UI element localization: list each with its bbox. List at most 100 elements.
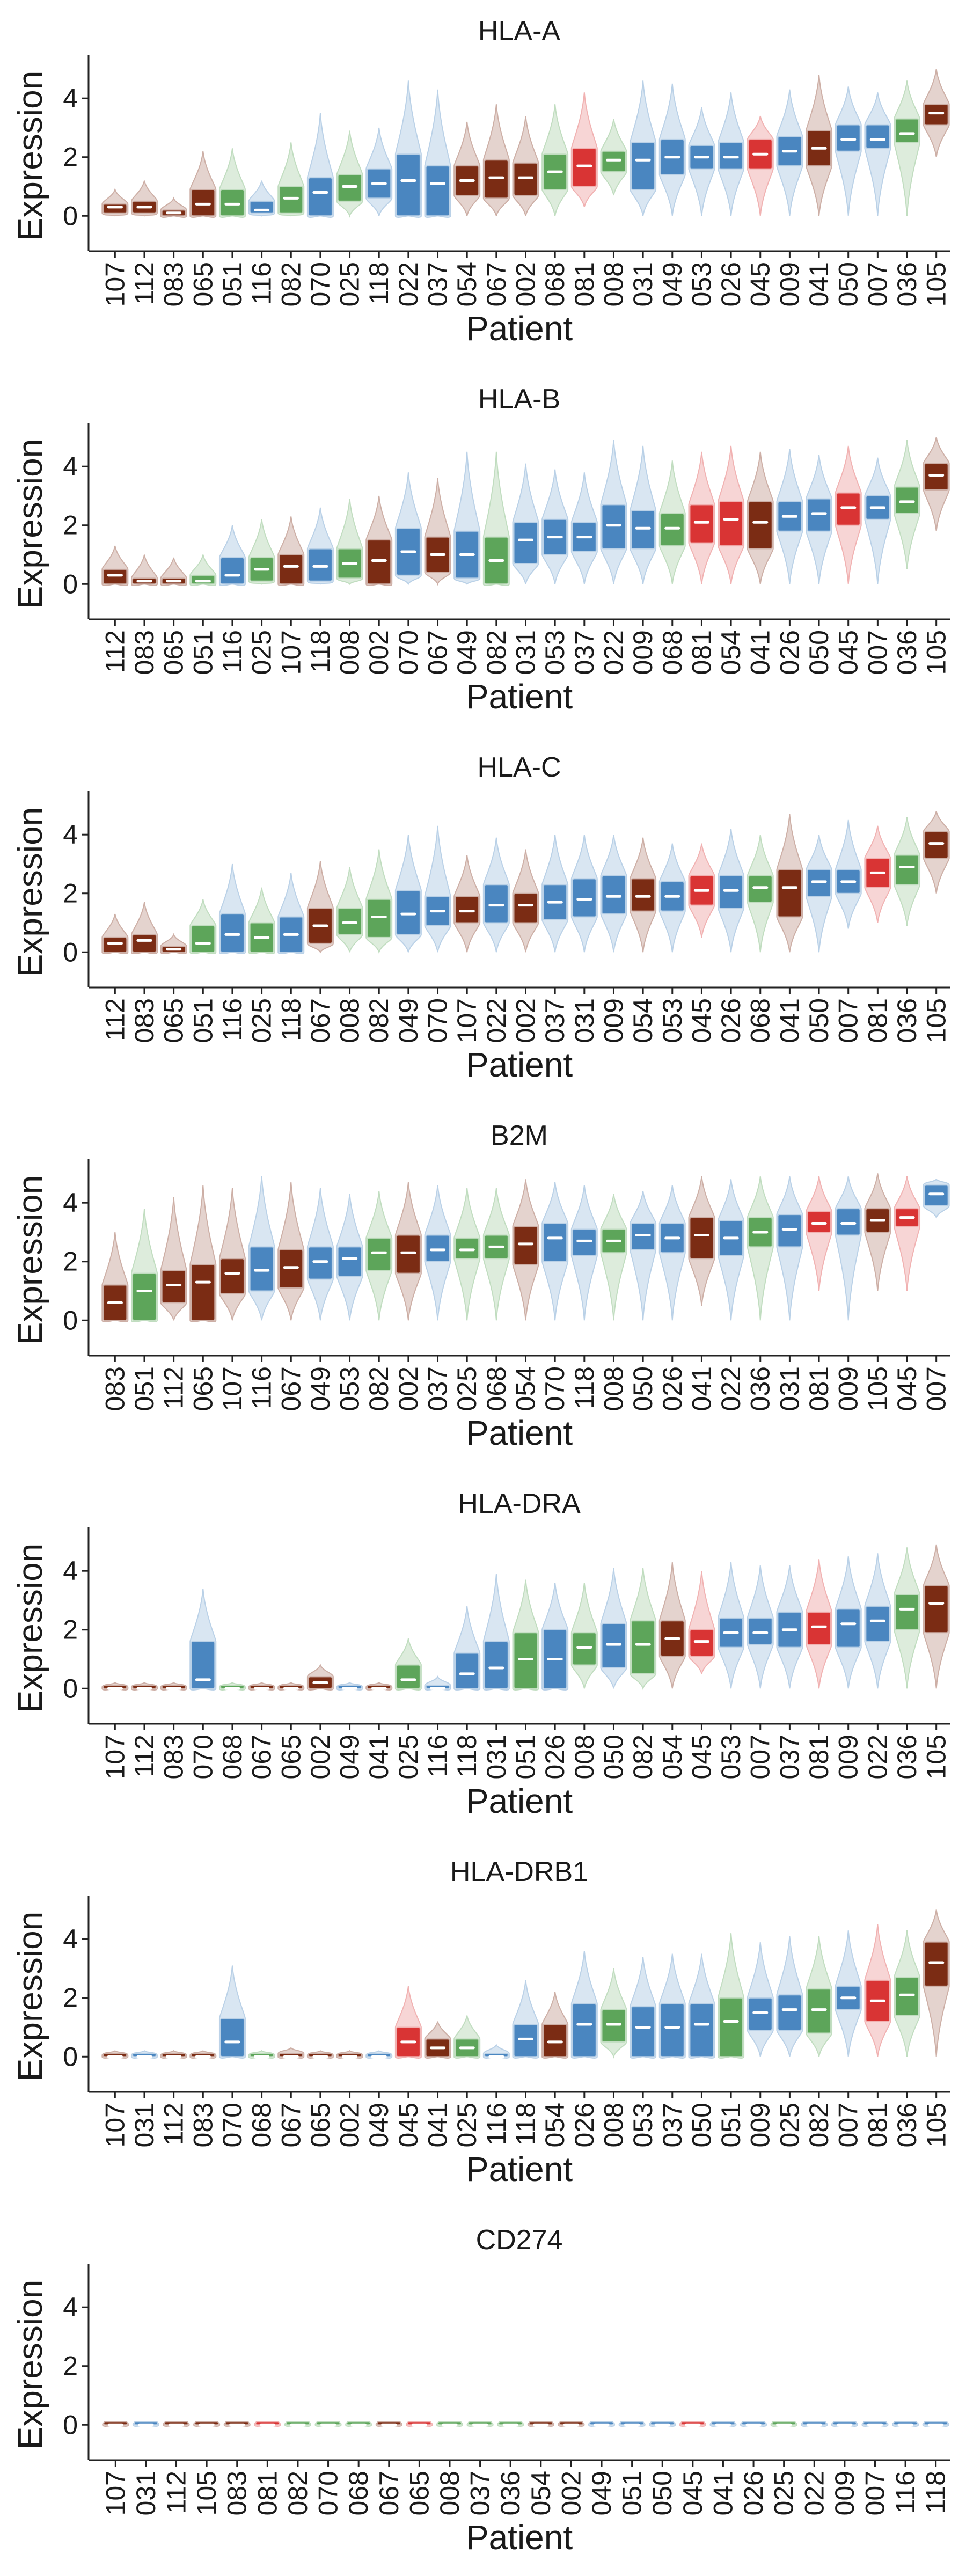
x-tick-label: 051 [617,2471,647,2515]
violin-045 [688,843,715,938]
violin-050 [806,835,833,953]
violin-105 [193,2421,221,2427]
violin-083 [130,902,158,954]
iqr-box [865,1605,890,1642]
x-tick-label: 054 [540,2103,570,2147]
violin-065 [277,1681,305,1690]
iqr-box [513,162,538,196]
violin-107 [277,516,305,586]
x-tick-label: 118 [921,2471,951,2514]
violin-054 [658,1562,686,1689]
iqr-box [777,1214,802,1248]
x-tick-label: 082 [481,630,511,675]
violin-083 [160,196,187,218]
violin-049 [658,83,686,216]
violin-083 [160,1681,187,1690]
x-tick-label: 068 [657,630,687,675]
violin-065 [160,933,187,954]
x-tick-label: 009 [628,630,658,675]
violin-054 [718,445,745,584]
x-tick-label: 065 [159,630,189,675]
x-tick-label: 116 [247,1366,277,1409]
panel-hla-drb1: HLA-DRB1 Expression 0 2 4 Patient 107031112083… [11,1856,952,2189]
violin-body [218,1188,246,1321]
x-tick-label: 065 [404,2471,434,2515]
violin-025 [453,1188,481,1321]
iqr-box [396,1664,421,1689]
x-tick-label: 082 [364,998,394,1043]
x-tick-label: 002 [364,630,394,675]
violin-068 [482,1188,510,1321]
violin-031 [630,80,657,216]
x-tick-label: 081 [569,262,599,306]
x-tick-label: 008 [435,2471,465,2515]
violin-045 [679,2421,706,2427]
x-tick-label: 112 [100,630,130,673]
iqr-box [191,574,216,585]
x-tick-label: 036 [892,262,922,306]
violin-025 [394,1638,422,1690]
x-tick-label: 105 [192,2471,222,2515]
violin-107 [218,1188,246,1321]
x-axis-title: Patient [466,1045,573,1084]
violin-116 [248,1176,275,1321]
iqr-box [455,1237,480,1260]
violin-081 [864,825,891,923]
x-tick-label: 025 [452,1366,482,1411]
violin-067 [375,2421,402,2427]
iqr-box [631,1223,656,1250]
x-axis-title: Patient [466,1782,573,1820]
iqr-box [513,892,538,924]
violin-107 [101,2050,129,2059]
x-tick-label: 041 [686,1366,716,1411]
iqr-box [279,186,304,214]
x-tick-label: 067 [423,630,453,675]
iqr-box [425,1234,450,1262]
iqr-box [219,1258,245,1294]
x-tick-label: 082 [628,1735,658,1779]
violin-054 [512,1179,539,1321]
x-tick-label: 009 [745,2103,775,2147]
violin-054 [453,121,481,216]
violin-008 [336,499,363,585]
x-tick-label: 002 [335,2103,365,2147]
x-tick-label: 049 [393,998,423,1043]
iqr-box [807,869,832,897]
iqr-box [367,898,392,938]
x-tick-label: 070 [423,998,453,1043]
violin-050 [806,455,833,584]
violin-022 [801,2421,828,2427]
violin-107 [101,1681,129,1690]
iqr-box [337,174,362,202]
iqr-box [219,557,245,585]
iqr-box [689,1217,714,1260]
x-tick-label: 025 [769,2471,799,2515]
violin-007 [747,1565,774,1689]
violin-008 [600,1968,627,2059]
x-tick-label: 051 [217,262,247,306]
violin-054 [630,837,657,953]
violin-037 [658,1953,686,2059]
violin-body [747,1176,774,1321]
x-tick-label: 036 [892,998,922,1043]
x-tick-label: 050 [686,2103,716,2147]
violin-116 [218,525,246,586]
violin-041 [424,2021,451,2059]
violin-107 [453,855,481,953]
violin-105 [923,1544,950,1689]
iqr-box [455,896,480,924]
violin-083 [189,2050,217,2059]
iqr-box [103,568,128,585]
violin-041 [709,2421,737,2427]
violin-068 [747,835,774,953]
iqr-box [396,1234,421,1274]
violin-081 [570,92,598,208]
x-tick-label: 112 [159,2103,189,2146]
x-tick-label: 026 [569,2103,599,2147]
iqr-box [748,1617,773,1645]
x-tick-label: 065 [188,262,218,306]
x-tick-label: 007 [921,1366,952,1411]
x-tick-label: 050 [647,2471,677,2515]
violin-082 [284,2421,311,2427]
x-tick-label: 025 [393,1735,423,1779]
